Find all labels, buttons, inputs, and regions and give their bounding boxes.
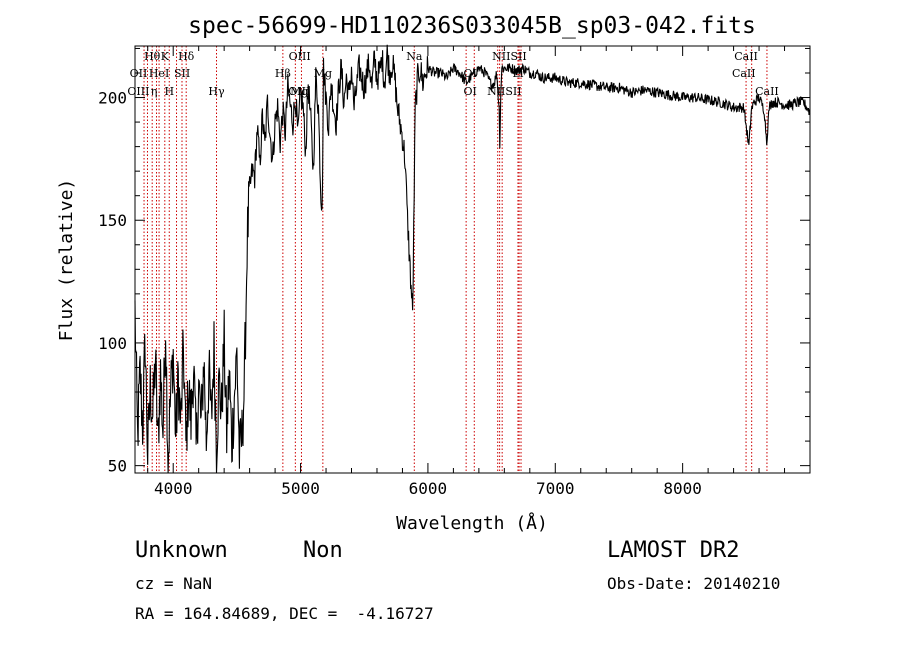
- spectrum-line: [134, 44, 811, 474]
- line-marker-label: H: [164, 85, 174, 98]
- observation-date: Obs-Date: 20140210: [607, 574, 781, 593]
- line-marker-label: Na: [406, 50, 423, 63]
- line-marker-label: K: [161, 50, 170, 63]
- x-tick-label: 6000: [409, 479, 448, 498]
- line-marker-label: η: [151, 85, 158, 98]
- line-marker-label: CaII: [734, 50, 758, 63]
- x-axis: 4000 5000 6000 7000 8000: [147, 46, 811, 498]
- plot-frame: [134, 45, 811, 474]
- coordinates: RA = 164.84689, DEC = -4.16727: [135, 604, 434, 623]
- x-tick-label: 5000: [281, 479, 320, 498]
- y-tick-label: 150: [98, 211, 127, 230]
- spectrum-chart: spec-56699-HD110236S033045B_sp03-042.fit…: [56, 13, 811, 534]
- line-marker-label: OIII: [127, 85, 149, 98]
- line-marker-label: NIISII: [492, 50, 527, 63]
- object-subclass: Non: [303, 538, 343, 563]
- spectral-line-markers: [143, 46, 768, 473]
- y-axis-label: Flux (relative): [56, 179, 77, 342]
- line-marker-label: CaII: [732, 67, 756, 80]
- chart-title: spec-56699-HD110236S033045B_sp03-042.fit…: [188, 13, 756, 39]
- line-marker-label: Hβ: [275, 67, 291, 80]
- survey-name: LAMOST DR2: [607, 538, 740, 563]
- line-marker-label: Hθ: [144, 50, 161, 63]
- redshift-value: cz = NaN: [135, 574, 213, 593]
- line-marker-label: CaII: [755, 85, 779, 98]
- y-tick-label: 50: [108, 457, 127, 476]
- line-marker-label: Mg: [290, 85, 308, 98]
- line-marker-label: SII: [174, 67, 190, 80]
- line-marker-label: OIII: [289, 50, 311, 63]
- x-tick-label: 4000: [154, 479, 193, 498]
- x-axis-label: Wavelength (Å): [396, 512, 548, 534]
- y-tick-label: 100: [98, 334, 127, 353]
- line-marker-label: OI: [464, 85, 477, 98]
- object-class: Unknown: [135, 538, 228, 563]
- line-marker-label: Hδ: [178, 50, 195, 63]
- x-tick-label: 8000: [663, 479, 702, 498]
- line-marker-label: HeI: [149, 67, 169, 80]
- y-tick-label: 200: [98, 89, 127, 108]
- line-marker-label: OIII: [288, 85, 310, 98]
- y-axis: 50 100 150 200: [98, 47, 810, 476]
- x-tick-label: 7000: [536, 479, 575, 498]
- line-marker-label: OII: [130, 67, 148, 80]
- line-marker-label: Hγ: [208, 85, 225, 98]
- line-marker-label: NIISII: [487, 85, 522, 98]
